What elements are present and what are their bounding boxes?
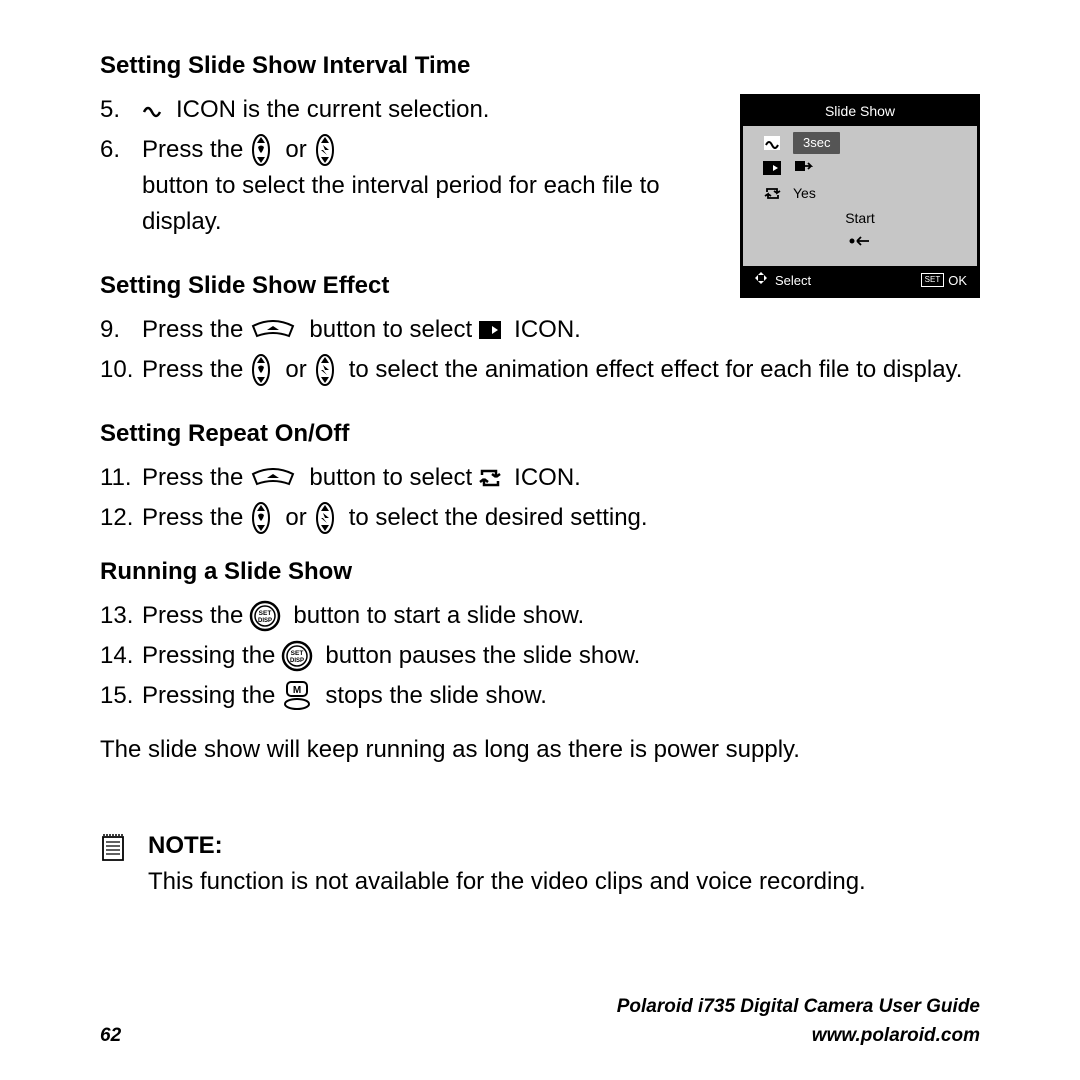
note-title: NOTE:: [148, 828, 866, 864]
step-10-t2: or: [285, 352, 306, 388]
left-button-icon: [249, 354, 279, 386]
step-12: 12. Press the or to select the desired s…: [100, 500, 980, 536]
page-footer: 62 Polaroid i735 Digital Camera User Gui…: [100, 993, 980, 1050]
step-10-t1: Press the: [142, 352, 243, 388]
step-10-t3: to select the animation effect effect fo…: [349, 352, 963, 388]
down-pad-icon: [249, 320, 303, 340]
step-15-t1: Pressing the: [142, 678, 275, 714]
section-running: Running a Slide Show 13. Press the butto…: [100, 554, 980, 768]
step-15-num: 15.: [100, 678, 142, 714]
step-9-num: 9.: [100, 312, 142, 348]
running-paragraph: The slide show will keep running as long…: [100, 732, 980, 768]
repeat-icon: [478, 467, 508, 489]
step-5-num: 5.: [100, 92, 142, 128]
step-6-t3: button to select the interval period for…: [142, 168, 736, 240]
step-11-num: 11.: [100, 460, 142, 496]
step-14: 14. Pressing the button pauses the slide…: [100, 638, 980, 674]
step-15-t2: stops the slide show.: [325, 678, 546, 714]
step-12-num: 12.: [100, 500, 142, 536]
step-15: 15. Pressing the stops the slide show.: [100, 678, 980, 714]
heading-repeat: Setting Repeat On/Off: [100, 416, 980, 452]
step-11-t2: button to select: [309, 460, 472, 496]
step-9: 9. Press the button to select ICON.: [100, 312, 980, 348]
right-button-icon: [313, 502, 343, 534]
step-5: 5. ICON is the current selection.: [100, 92, 980, 128]
note-block: NOTE: This function is not available for…: [100, 828, 980, 900]
right-button-icon: [313, 134, 343, 166]
step-6-t2: or: [285, 132, 306, 168]
set-button-icon: [281, 640, 319, 672]
set-button-icon: [249, 600, 287, 632]
wave-icon: [142, 100, 170, 120]
step-11: 11. Press the button to select ICON.: [100, 460, 980, 496]
step-9-t2: button to select: [309, 312, 472, 348]
step-9-t1: Press the: [142, 312, 243, 348]
step-11-t1: Press the: [142, 460, 243, 496]
section-effect: Setting Slide Show Effect 9. Press the b…: [100, 268, 980, 388]
heading-running: Running a Slide Show: [100, 554, 980, 590]
step-5-text: ICON is the current selection.: [176, 92, 489, 128]
step-13: 13. Press the button to start a slide sh…: [100, 598, 980, 634]
step-14-t2: button pauses the slide show.: [325, 638, 640, 674]
notepad-icon: [100, 832, 130, 873]
step-13-num: 13.: [100, 598, 142, 634]
step-14-t1: Pressing the: [142, 638, 275, 674]
page-number: 62: [100, 1022, 121, 1051]
heading-interval: Setting Slide Show Interval Time: [100, 48, 980, 84]
guide-title: Polaroid i735 Digital Camera User Guide: [617, 993, 980, 1022]
step-13-t2: button to start a slide show.: [293, 598, 584, 634]
step-9-t3: ICON.: [514, 312, 581, 348]
step-13-t1: Press the: [142, 598, 243, 634]
step-11-t3: ICON.: [514, 460, 581, 496]
m-button-icon: [281, 680, 319, 712]
left-button-icon: [249, 134, 279, 166]
step-14-num: 14.: [100, 638, 142, 674]
arrow-box-icon: [478, 320, 508, 340]
right-button-icon: [313, 354, 343, 386]
step-10: 10. Press the or to select the animation…: [100, 352, 980, 388]
note-content: NOTE: This function is not available for…: [148, 828, 866, 900]
step-6-num: 6.: [100, 132, 142, 168]
step-10-num: 10.: [100, 352, 142, 388]
section-interval: Setting Slide Show Interval Time 5. ICON…: [100, 48, 980, 240]
down-pad-icon: [249, 468, 303, 488]
section-repeat: Setting Repeat On/Off 11. Press the butt…: [100, 416, 980, 536]
guide-reference: Polaroid i735 Digital Camera User Guide …: [617, 993, 980, 1050]
step-12-t2: or: [285, 500, 306, 536]
note-body: This function is not available for the v…: [148, 864, 866, 900]
guide-url: www.polaroid.com: [617, 1022, 980, 1051]
step-6: 6. Press the or button to select the int…: [100, 132, 980, 240]
left-button-icon: [249, 502, 279, 534]
step-12-t3: to select the desired setting.: [349, 500, 648, 536]
step-6-t1: Press the: [142, 132, 243, 168]
step-12-t1: Press the: [142, 500, 243, 536]
heading-effect: Setting Slide Show Effect: [100, 268, 980, 304]
